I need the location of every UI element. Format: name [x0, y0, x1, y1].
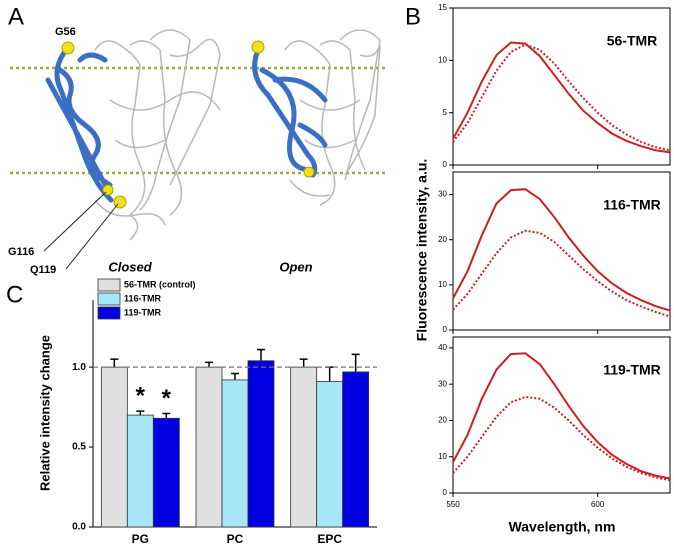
y-tick-label: 20 [438, 416, 447, 425]
significance-mark: * [136, 382, 146, 409]
y-tick-label: 0 [443, 160, 448, 169]
bar [316, 381, 344, 528]
x-tick-label: EPC [317, 532, 342, 546]
bar [221, 379, 249, 528]
y-tick-label: 0.5 [72, 442, 86, 453]
y-tick-label: 0 [443, 488, 448, 497]
plot-frame [452, 171, 671, 331]
panel-label: B [405, 3, 421, 30]
x-tick-label: PC [227, 532, 244, 546]
legend-label: 116-TMR [124, 293, 162, 303]
significance-mark: * [162, 385, 172, 412]
y-tick-label: 0.0 [72, 522, 86, 533]
residue-label: G56 [55, 26, 76, 38]
state-label: Open [279, 259, 312, 274]
y-axis-label: Fluorescence intensity, a.u. [414, 159, 430, 342]
legend-swatch [97, 278, 121, 292]
y-tick-label: 10 [438, 280, 447, 289]
y-tick-label: 40 [438, 343, 447, 352]
legend-swatch [97, 306, 121, 320]
bar [100, 366, 128, 528]
residue-label: G116 [8, 246, 34, 258]
structure-panel: A G56 G116 Q119 Closed Open [8, 3, 385, 276]
bar [342, 371, 370, 528]
bar [290, 366, 318, 528]
y-tick-label: 30 [438, 379, 447, 388]
spectrum-line [452, 229, 671, 318]
spectrum-line [452, 41, 671, 154]
series-annotation: 119-TMR [603, 362, 661, 378]
plot-frame [452, 7, 671, 166]
bar [195, 366, 223, 528]
y-tick-label: 5 [443, 108, 448, 117]
y-tick-label: 20 [438, 235, 447, 244]
legend-swatch [97, 292, 121, 306]
x-tick-label: 600 [591, 500, 605, 509]
bar [247, 360, 275, 528]
protein-backbone [94, 29, 381, 241]
spectrum-line [452, 188, 671, 312]
series-annotation: 116-TMR [603, 197, 661, 213]
bar [126, 414, 154, 528]
label-leader [43, 191, 119, 270]
y-tick-label: 30 [438, 190, 447, 199]
legend-label: 56-TMR (control) [124, 279, 196, 289]
series-annotation: 56-TMR [607, 33, 658, 49]
state-label: Closed [108, 259, 152, 274]
y-tick-label: 0 [443, 325, 448, 334]
x-axis-label: Wavelength, nm [509, 519, 616, 535]
residue-sphere [61, 40, 315, 209]
y-tick-label: 10 [438, 452, 447, 461]
residue-label: Q119 [30, 264, 56, 276]
plot-frame [452, 336, 671, 494]
y-tick-label: 10 [438, 55, 447, 64]
y-tick-label: 15 [438, 3, 447, 12]
y-tick-label: 1.0 [72, 362, 86, 373]
panel-label: A [8, 3, 24, 30]
spectrum-line [452, 352, 671, 480]
x-tick-label: 550 [446, 500, 460, 509]
spectrum-line [452, 43, 671, 152]
legend-label: 119-TMR [124, 307, 162, 317]
helix-highlight [45, 47, 328, 203]
x-tick-label: PG [132, 532, 149, 546]
spectrum-line [452, 395, 671, 482]
y-axis-label: Relative intensity change [37, 335, 52, 491]
panel-label: C [6, 281, 23, 308]
bar [152, 417, 180, 528]
